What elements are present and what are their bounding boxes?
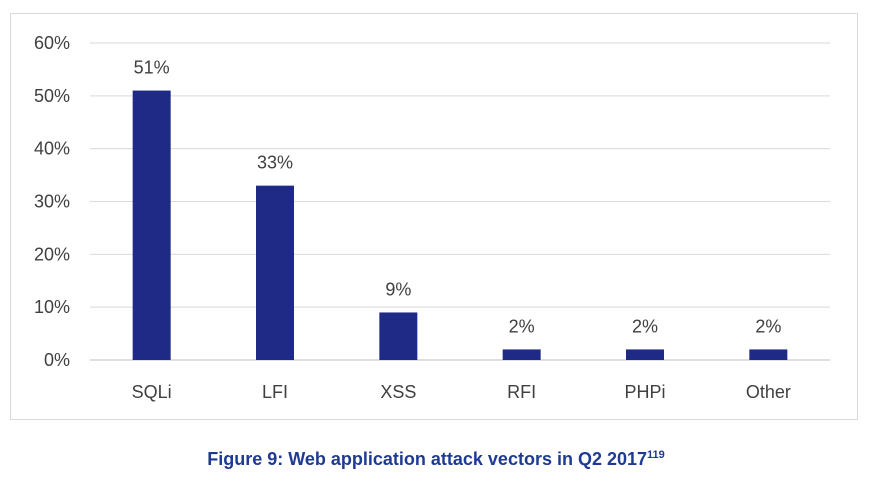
x-tick-label: RFI — [507, 382, 536, 402]
x-tick-label: XSS — [380, 382, 416, 402]
bar-phpi — [626, 349, 664, 360]
data-label: 51% — [134, 58, 170, 78]
bar-other — [749, 349, 788, 360]
x-tick-label: PHPi — [624, 382, 665, 402]
x-tick-label: LFI — [262, 382, 288, 402]
y-tick-label: 40% — [34, 139, 70, 159]
figure-caption-text: Figure 9: Web application attack vectors… — [207, 449, 648, 469]
y-axis-ticks: 0% 10% 20% 30% 40% 50% 60% — [34, 33, 70, 370]
data-label: 2% — [755, 316, 781, 336]
x-tick-label: SQLi — [132, 382, 172, 402]
y-tick-label: 10% — [34, 297, 70, 317]
bars — [132, 90, 788, 361]
y-tick-label: 30% — [34, 192, 70, 212]
bar-lfi — [256, 185, 294, 360]
y-tick-label: 60% — [34, 33, 70, 53]
x-tick-label: Other — [746, 382, 791, 402]
x-axis-ticks: SQLi LFI XSS RFI PHPi Other — [132, 382, 791, 402]
gridlines — [90, 42, 830, 361]
bar-sqli — [132, 90, 171, 361]
y-tick-label: 20% — [34, 244, 70, 264]
bar-xss — [379, 312, 418, 360]
figure-caption: Figure 9: Web application attack vectors… — [0, 448, 872, 470]
data-label: 2% — [509, 316, 535, 336]
y-tick-label: 0% — [44, 350, 70, 370]
y-tick-label: 50% — [34, 86, 70, 106]
data-labels: 51% 33% 9% 2% 2% 2% — [134, 58, 782, 337]
bar-rfi — [502, 349, 541, 360]
figure-caption-superscript: 119 — [647, 449, 665, 461]
data-label: 9% — [385, 279, 411, 299]
data-label: 33% — [257, 153, 293, 173]
data-label: 2% — [632, 316, 658, 336]
